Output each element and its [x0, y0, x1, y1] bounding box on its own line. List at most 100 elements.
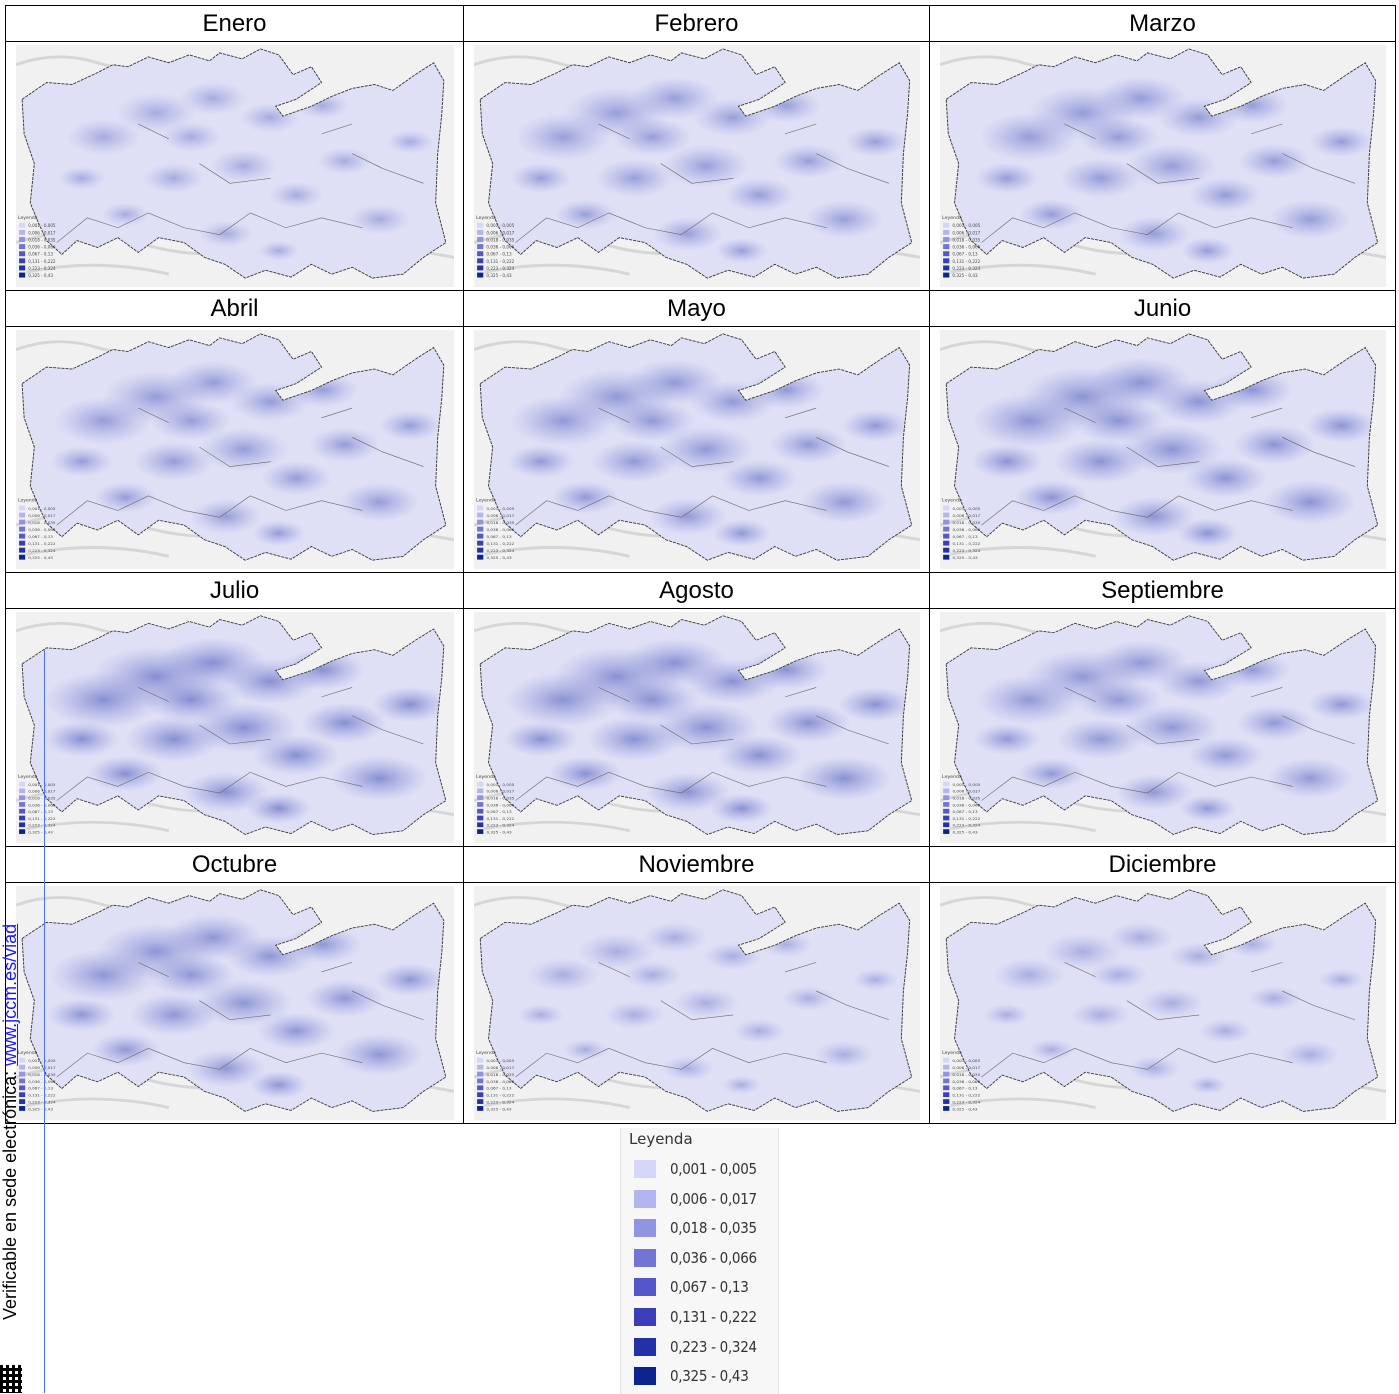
mini-legend-label: 0,036 - 0,066: [952, 245, 980, 250]
mini-legend-label: 0,018 - 0,035: [952, 520, 980, 525]
heatmap-marzo: Leyenda 0,001 - 0,005 0,006 - 0,017 0,018 -…: [940, 45, 1386, 287]
mini-legend-swatch: [943, 547, 950, 553]
mini-legend-label: 0,018 - 0,035: [28, 1072, 56, 1077]
mini-legend-title: Leyenda: [942, 774, 962, 780]
mini-legend-label: 0,223 - 0,324: [28, 548, 56, 553]
mini-legend-label: 0,223 - 0,324: [952, 1100, 980, 1105]
mini-legend-swatch: [943, 526, 950, 532]
mini-legend-label: 0,325 - 0,43: [28, 273, 53, 278]
mini-legend-swatch: [19, 781, 26, 787]
mini-legend-label: 0,223 - 0,324: [28, 266, 56, 271]
month-title-enero: Enero: [5, 5, 464, 42]
mini-legend-label: 0,067 - 0,13: [952, 534, 978, 539]
mini-legend-label: 0,018 - 0,035: [486, 238, 514, 243]
mini-legend-swatch: [19, 540, 26, 546]
mini-legend-title: Leyenda: [942, 1050, 962, 1056]
mini-legend-label: 0,223 - 0,324: [486, 548, 514, 553]
verification-text: Verificable en sede electrónica: www.jcc…: [0, 924, 21, 1320]
legend-swatch: [634, 1219, 656, 1238]
mini-legend-febrero: Leyenda 0,001 - 0,005 0,006 - 0,017 0,018 -…: [476, 215, 515, 278]
mini-legend-swatch: [943, 251, 950, 257]
legend-swatch: [634, 1189, 656, 1208]
mini-legend-label: 0,001 - 0,005: [28, 782, 56, 787]
mini-legend-label: 0,001 - 0,005: [486, 223, 514, 228]
mini-legend-swatch: [477, 244, 484, 250]
qr-code-icon: [0, 1365, 22, 1393]
mini-legend-swatch: [19, 1106, 26, 1111]
mini-legend-label: 0,018 - 0,035: [28, 238, 56, 243]
month-title-octubre: Octubre: [5, 846, 464, 883]
mini-legend-label: 0,018 - 0,035: [28, 796, 56, 801]
mini-legend-swatch: [477, 1099, 484, 1104]
mini-legend-title: Leyenda: [476, 1050, 496, 1056]
verification-prefix: Verificable en sede electrónica:: [0, 1065, 20, 1320]
mini-legend-swatch: [19, 512, 26, 518]
mini-legend-swatch: [943, 1071, 950, 1077]
verification-link[interactable]: www.jccm.es/viad: [0, 923, 20, 1066]
mini-legend-swatch: [943, 244, 950, 250]
mini-legend-swatch: [943, 222, 950, 228]
legend-label: 0,036 - 0,066: [670, 1248, 757, 1267]
mini-legend-swatch: [477, 222, 484, 228]
heatmap-septiembre: Leyenda 0,001 - 0,005 0,006 - 0,017 0,018 -…: [940, 612, 1386, 843]
map-panel-mayo: Leyenda 0,001 - 0,005 0,006 - 0,017 0,018 -…: [463, 326, 930, 573]
mini-legend-swatch: [19, 258, 26, 264]
mini-legend-swatch: [943, 815, 950, 821]
mini-legend-label: 0,223 - 0,324: [28, 1100, 56, 1105]
mini-legend-swatch: [943, 1078, 950, 1084]
mini-legend-swatch: [19, 795, 26, 801]
mini-legend-label: 0,325 - 0,43: [28, 555, 53, 560]
mini-legend-octubre: Leyenda 0,001 - 0,005 0,006 - 0,017 0,018 -…: [18, 1050, 56, 1111]
mini-legend-swatch: [477, 802, 484, 807]
mini-legend-label: 0,223 - 0,324: [486, 823, 514, 828]
mini-legend-swatch: [477, 505, 484, 511]
heatmap-noviembre: Leyenda 0,001 - 0,005 0,006 - 0,017 0,018 -…: [474, 886, 920, 1120]
mini-legend-swatch: [19, 822, 26, 828]
mini-legend-label: 0,001 - 0,005: [486, 506, 514, 511]
mini-legend-label: 0,001 - 0,005: [28, 1058, 56, 1063]
mini-legend-label: 0,067 - 0,13: [28, 1086, 53, 1091]
mini-legend-swatch: [477, 1057, 484, 1063]
mini-legend-label: 0,036 - 0,066: [486, 803, 514, 808]
mini-legend-swatch: [943, 512, 950, 518]
mini-legend-swatch: [477, 519, 484, 525]
mini-legend-label: 0,036 - 0,066: [952, 803, 980, 808]
mini-legend-label: 0,001 - 0,005: [952, 223, 980, 228]
mini-legend-swatch: [19, 554, 26, 560]
mini-legend-swatch: [19, 505, 26, 511]
legend-label: 0,325 - 0,43: [670, 1367, 749, 1386]
mini-legend-swatch: [477, 265, 484, 271]
mini-legend-agosto: Leyenda 0,001 - 0,005 0,006 - 0,017 0,018 -…: [476, 774, 515, 834]
mini-legend-mayo: Leyenda 0,001 - 0,005 0,006 - 0,017 0,018 -…: [476, 498, 515, 560]
month-title-mayo: Mayo: [463, 290, 930, 327]
month-title-septiembre: Septiembre: [929, 572, 1396, 609]
legend-title: Leyenda: [629, 1130, 693, 1148]
mini-legend-title: Leyenda: [18, 774, 38, 780]
mini-legend-label: 0,036 - 0,066: [28, 802, 56, 807]
mini-legend-label: 0,001 - 0,005: [952, 506, 980, 511]
month-title-agosto: Agosto: [463, 572, 930, 609]
mini-legend-label: 0,325 - 0,43: [486, 1107, 512, 1112]
mini-legend-label: 0,131 - 0,222: [28, 541, 56, 546]
mini-legend-julio: Leyenda 0,001 - 0,005 0,006 - 0,017 0,018 -…: [18, 774, 56, 834]
mini-legend-label: 0,036 - 0,066: [486, 527, 514, 532]
mini-legend-label: 0,223 - 0,324: [952, 823, 980, 828]
mini-legend-title: Leyenda: [18, 498, 38, 504]
mini-legend-label: 0,131 - 0,222: [486, 816, 514, 821]
mini-legend-label: 0,001 - 0,005: [952, 782, 980, 787]
legend-swatch: [634, 1337, 656, 1356]
mini-legend-label: 0,067 - 0,13: [486, 809, 512, 814]
heatmap-enero: Leyenda 0,001 - 0,005 0,006 - 0,017 0,018 -…: [16, 45, 454, 287]
map-panel-marzo: Leyenda 0,001 - 0,005 0,006 - 0,017 0,018 -…: [929, 41, 1396, 291]
mini-legend-title: Leyenda: [476, 215, 496, 221]
legend-swatch: [634, 1367, 656, 1386]
legend-label: 0,001 - 0,005: [670, 1160, 757, 1178]
heatmap-agosto: Leyenda 0,001 - 0,005 0,006 - 0,017 0,018 -…: [474, 612, 920, 843]
mini-legend-swatch: [943, 808, 950, 814]
mini-legend-label: 0,018 - 0,035: [28, 520, 56, 525]
mini-legend-swatch: [477, 1078, 484, 1084]
legend-label: 0,223 - 0,324: [670, 1337, 757, 1356]
map-panel-septiembre: Leyenda 0,001 - 0,005 0,006 - 0,017 0,018 -…: [929, 608, 1396, 847]
legend-label: 0,006 - 0,017: [670, 1189, 757, 1208]
mini-legend-label: 0,006 - 0,017: [486, 789, 514, 794]
